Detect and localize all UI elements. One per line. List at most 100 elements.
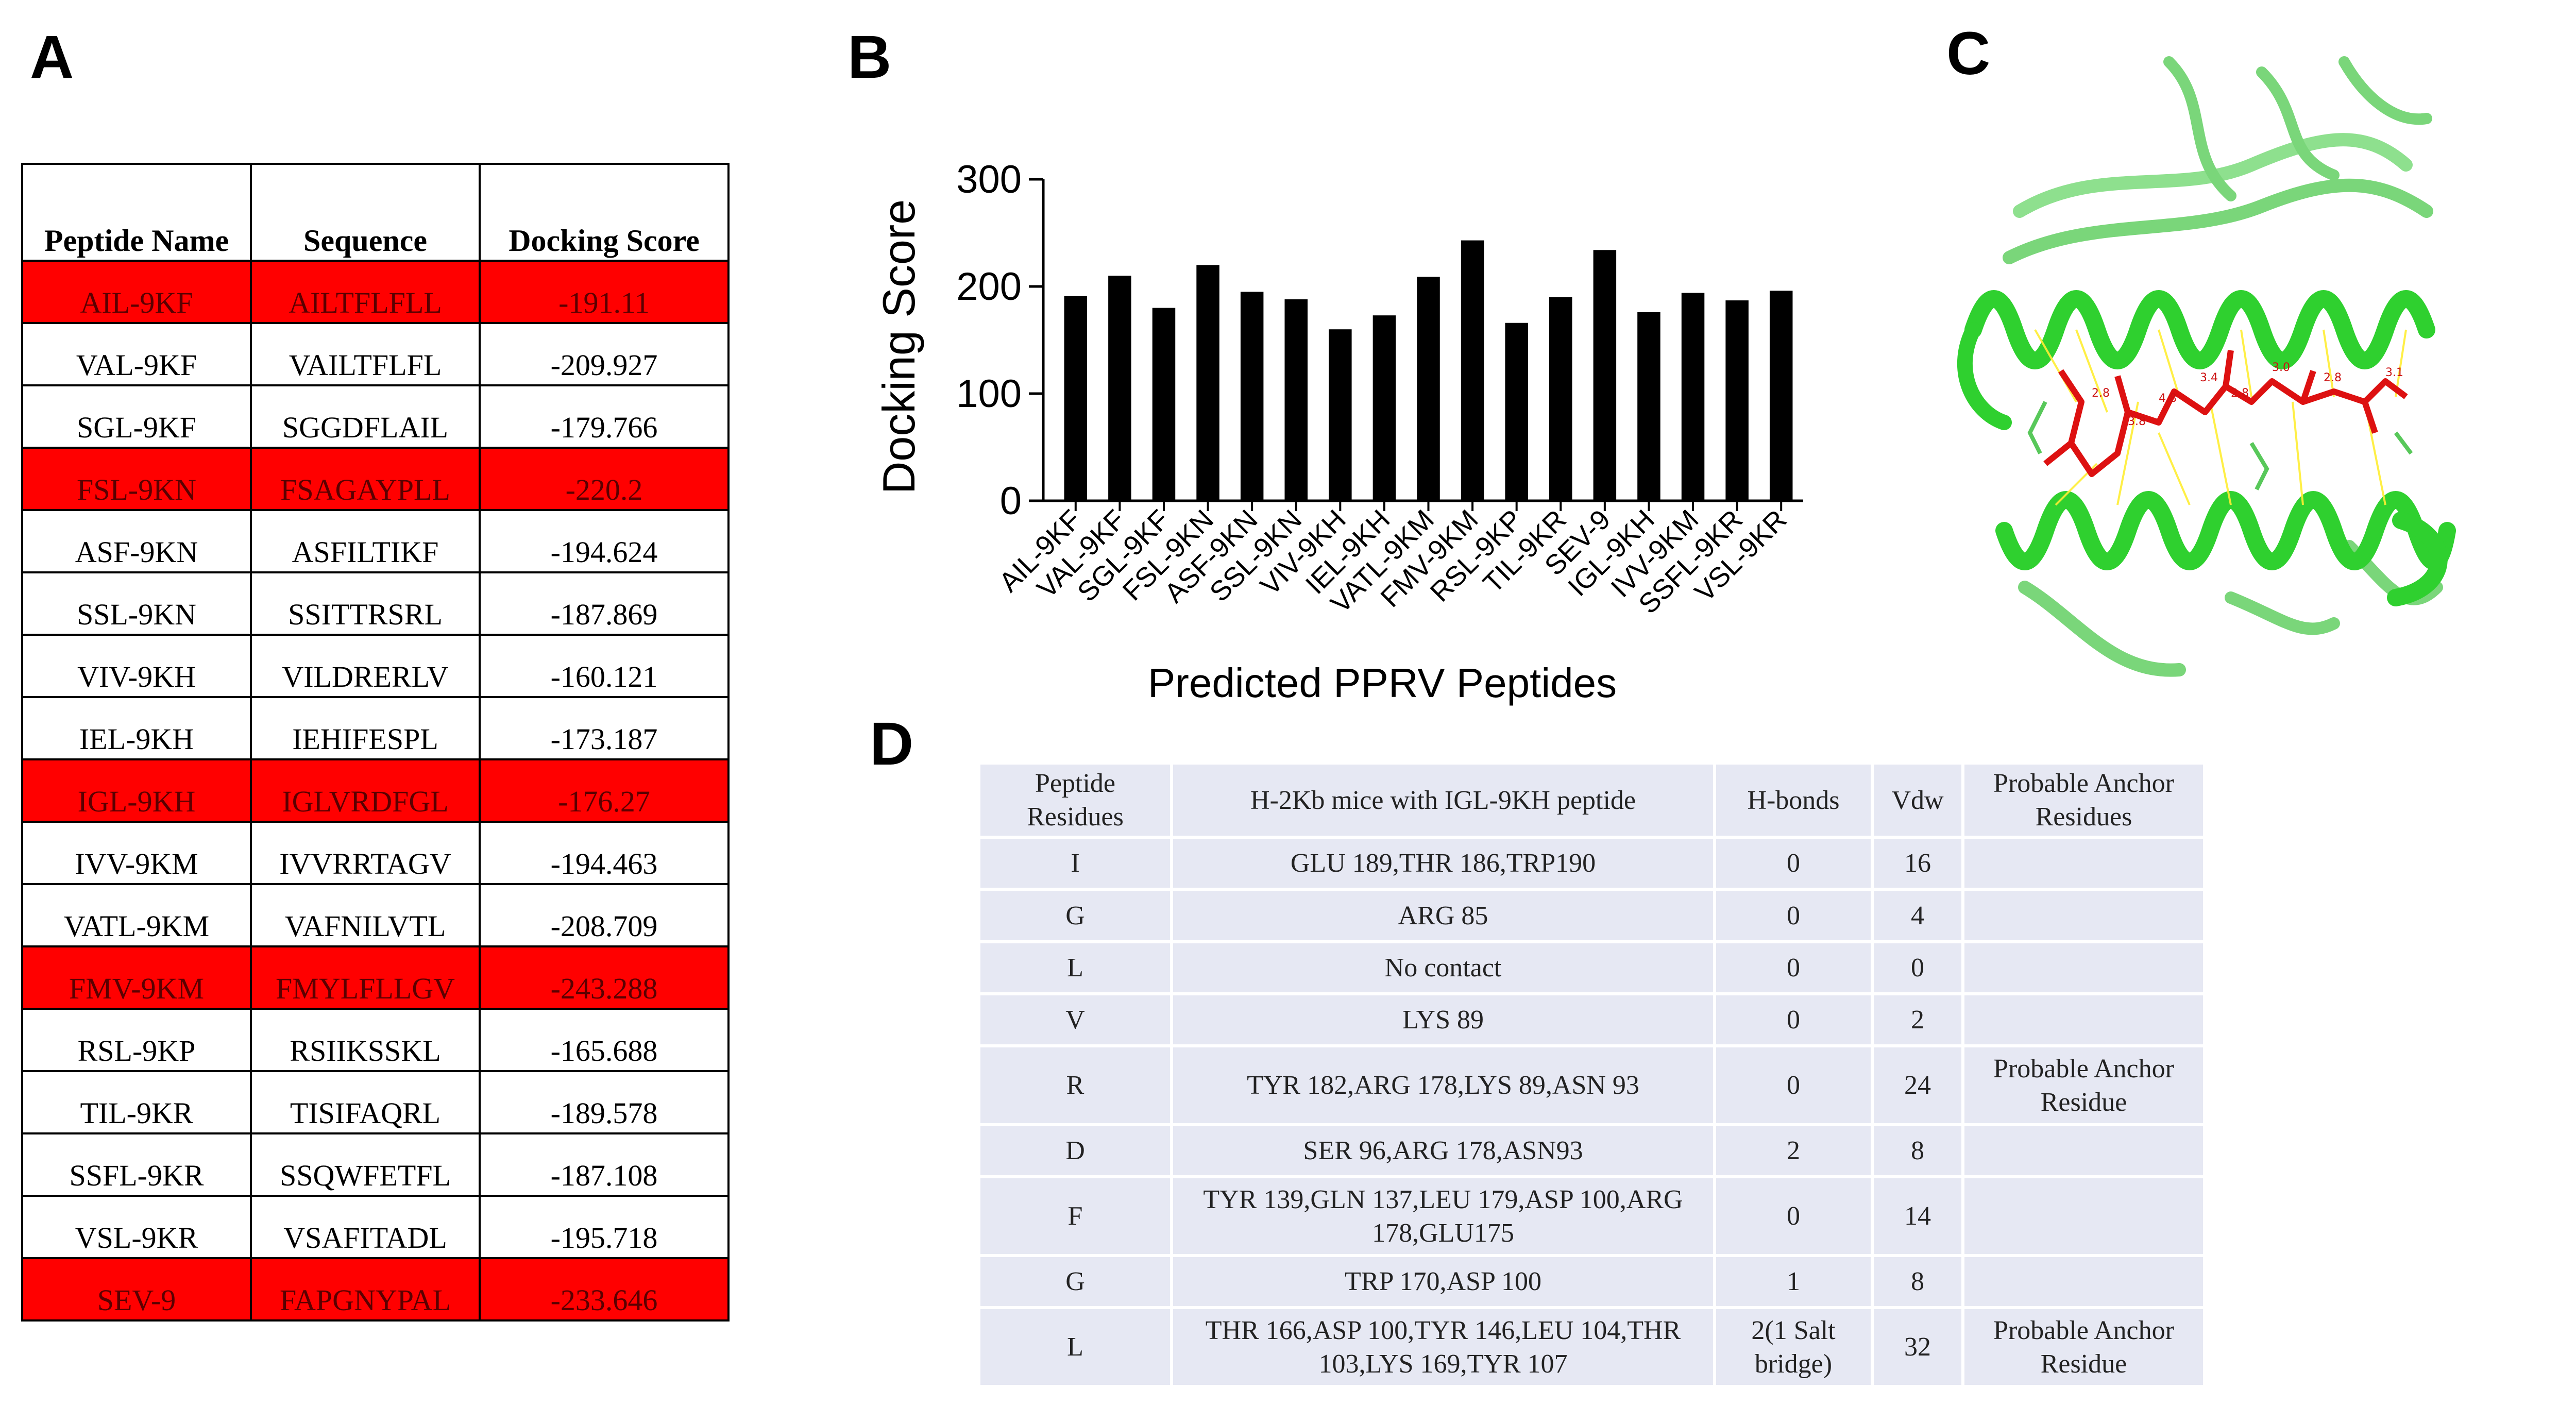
h-bonds-cell: 0 [1716,891,1871,940]
distance-label: 4.8 [2159,392,2177,405]
panel-label-d: D [870,710,914,778]
sequence-cell: ASFILTIKF [250,509,481,573]
sequence-cell: IEHIFESPL [250,696,481,760]
y-tick-label: 0 [1000,479,1022,523]
bar [1372,315,1396,501]
header-vdw: Vdw [1874,765,1961,836]
docking-score-cell: -191.11 [479,260,730,324]
protein-ribbon [1957,56,2456,677]
peptide-name-cell: VIV-9KH [21,634,252,698]
table-row: ASF-9KN ASFILTIKF -194.624 [21,509,730,573]
peptide-name-cell: SEV-9 [21,1257,252,1322]
anchor-cell [1964,839,2203,888]
bar [1637,312,1660,501]
table-row: SGL-9KF SGGDFLAIL -179.766 [21,384,730,449]
panel-label-c: C [1946,20,1991,88]
docking-score-cell: -195.718 [479,1195,730,1259]
sequence-cell: TISIFAQRL [250,1070,481,1134]
table-row: G ARG 85 0 4 [980,891,2203,940]
table-row: SEV-9 FAPGNYPAL -233.646 [21,1257,730,1322]
header-docking-score: Docking Score [479,163,730,262]
peptide-name-cell: FSL-9KN [21,447,252,511]
table-row: R TYR 182,ARG 178,LYS 89,ASN 93 0 24 Probabl… [980,1047,2203,1123]
sequence-cell: SGGDFLAIL [250,384,481,449]
bar [1196,265,1219,501]
table-row: SSFL-9KR SSQWFETFL -187.108 [21,1132,730,1197]
peptide-name-cell: VSL-9KR [21,1195,252,1259]
header-contacts: H-2Kb mice with IGL-9KH peptide [1173,765,1713,836]
distance-label: 3.1 [2385,366,2403,379]
table-row: F TYR 139,GLN 137,LEU 179,ASP 100,ARG 178… [980,1178,2203,1254]
h-bonds-cell: 0 [1716,1047,1871,1123]
docking-score-cell: -160.121 [479,634,730,698]
anchor-cell [1964,995,2203,1045]
h-bonds-cell: 0 [1716,1178,1871,1254]
residue-cell: G [980,1257,1170,1307]
vdw-cell: 4 [1874,891,1961,940]
docking-score-bar-chart: 0100200300AIL-9KFVAL-9KFSGL-9KFFSL-9KNAS… [873,158,1803,706]
table-row: VATL-9KM VAFNILVTL -208.709 [21,883,730,947]
side-chains [2027,401,2413,490]
header-peptide-name: Peptide Name [21,163,252,262]
table-header-row: Peptide Residues H-2Kb mice with IGL-9KH… [980,765,2203,836]
table-row: IGL-9KH IGLVRDFGL -176.27 [21,758,730,823]
table-row: VAL-9KF VAILTFLFL -209.927 [21,322,730,386]
bar [1549,297,1572,501]
peptide-name-cell: IVV-9KM [21,821,252,885]
y-tick-label: 200 [956,265,1022,309]
vdw-cell: 32 [1874,1309,1961,1385]
table-row: L No contact 0 0 [980,943,2203,993]
docking-score-cell: -233.646 [479,1257,730,1322]
residue-cell: L [980,1309,1170,1385]
table-row: VSL-9KR VSAFITADL -195.718 [21,1195,730,1259]
peptide-name-cell: IGL-9KH [21,758,252,823]
vdw-cell: 8 [1874,1126,1961,1176]
anchor-cell [1964,1126,2203,1176]
peptide-name-cell: VATL-9KM [21,883,252,947]
distance-labels: 2.8 3.8 4.8 3.4 2.8 3.0 2.8 3.1 [2092,361,2403,428]
y-tick-label: 300 [956,158,1022,201]
contacts-cell: GLU 189,THR 186,TRP190 [1173,839,1713,888]
distance-label: 2.8 [2324,371,2342,384]
docking-score-cell: -189.578 [479,1070,730,1134]
anchor-cell: Probable Anchor Residue [1964,1309,2203,1385]
docking-score-cell: -220.2 [479,447,730,511]
chart-y-axis-label: Docking Score [873,199,924,494]
bar [1152,308,1176,501]
vdw-cell: 16 [1874,839,1961,888]
bar [1108,276,1131,501]
distance-label: 2.8 [2092,387,2110,400]
bar [1505,323,1528,501]
peptide-name-cell: ASF-9KN [21,509,252,573]
peptide-name-cell: AIL-9KF [21,260,252,324]
anchor-cell [1964,943,2203,993]
h-bonds-cell: 2(1 Salt bridge) [1716,1309,1871,1385]
docking-score-cell: -209.927 [479,322,730,386]
contacts-cell: SER 96,ARG 178,ASN93 [1173,1126,1713,1176]
contact-lines [2034,329,2407,506]
contacts-cell: ARG 85 [1173,891,1713,940]
table-row: V LYS 89 0 2 [980,995,2203,1045]
peptide-mhc-structure-image: 2.8 3.8 4.8 3.4 2.8 3.0 2.8 3.1 [1957,56,2456,677]
y-tick-label: 100 [956,372,1022,416]
h-bonds-cell: 0 [1716,943,1871,993]
docking-score-cell: -187.869 [479,571,730,636]
docking-score-cell: -243.288 [479,945,730,1010]
residue-cell: G [980,891,1170,940]
sequence-cell: FSAGAYPLL [250,447,481,511]
sequence-cell: IGLVRDFGL [250,758,481,823]
residue-cell: I [980,839,1170,888]
bar [1284,299,1308,501]
header-sequence: Sequence [250,163,481,262]
vdw-cell: 24 [1874,1047,1961,1123]
sequence-cell: VILDRERLV [250,634,481,698]
contacts-cell: No contact [1173,943,1713,993]
residue-contacts-table: Peptide Residues H-2Kb mice with IGL-9KH… [977,761,2206,1388]
docking-score-cell: -179.766 [479,384,730,449]
bar [1240,292,1264,501]
h-bonds-cell: 2 [1716,1126,1871,1176]
anchor-cell [1964,1257,2203,1307]
peptide-name-cell: RSL-9KP [21,1008,252,1072]
sequence-cell: IVVRRTAGV [250,821,481,885]
docking-score-cell: -173.187 [479,696,730,760]
